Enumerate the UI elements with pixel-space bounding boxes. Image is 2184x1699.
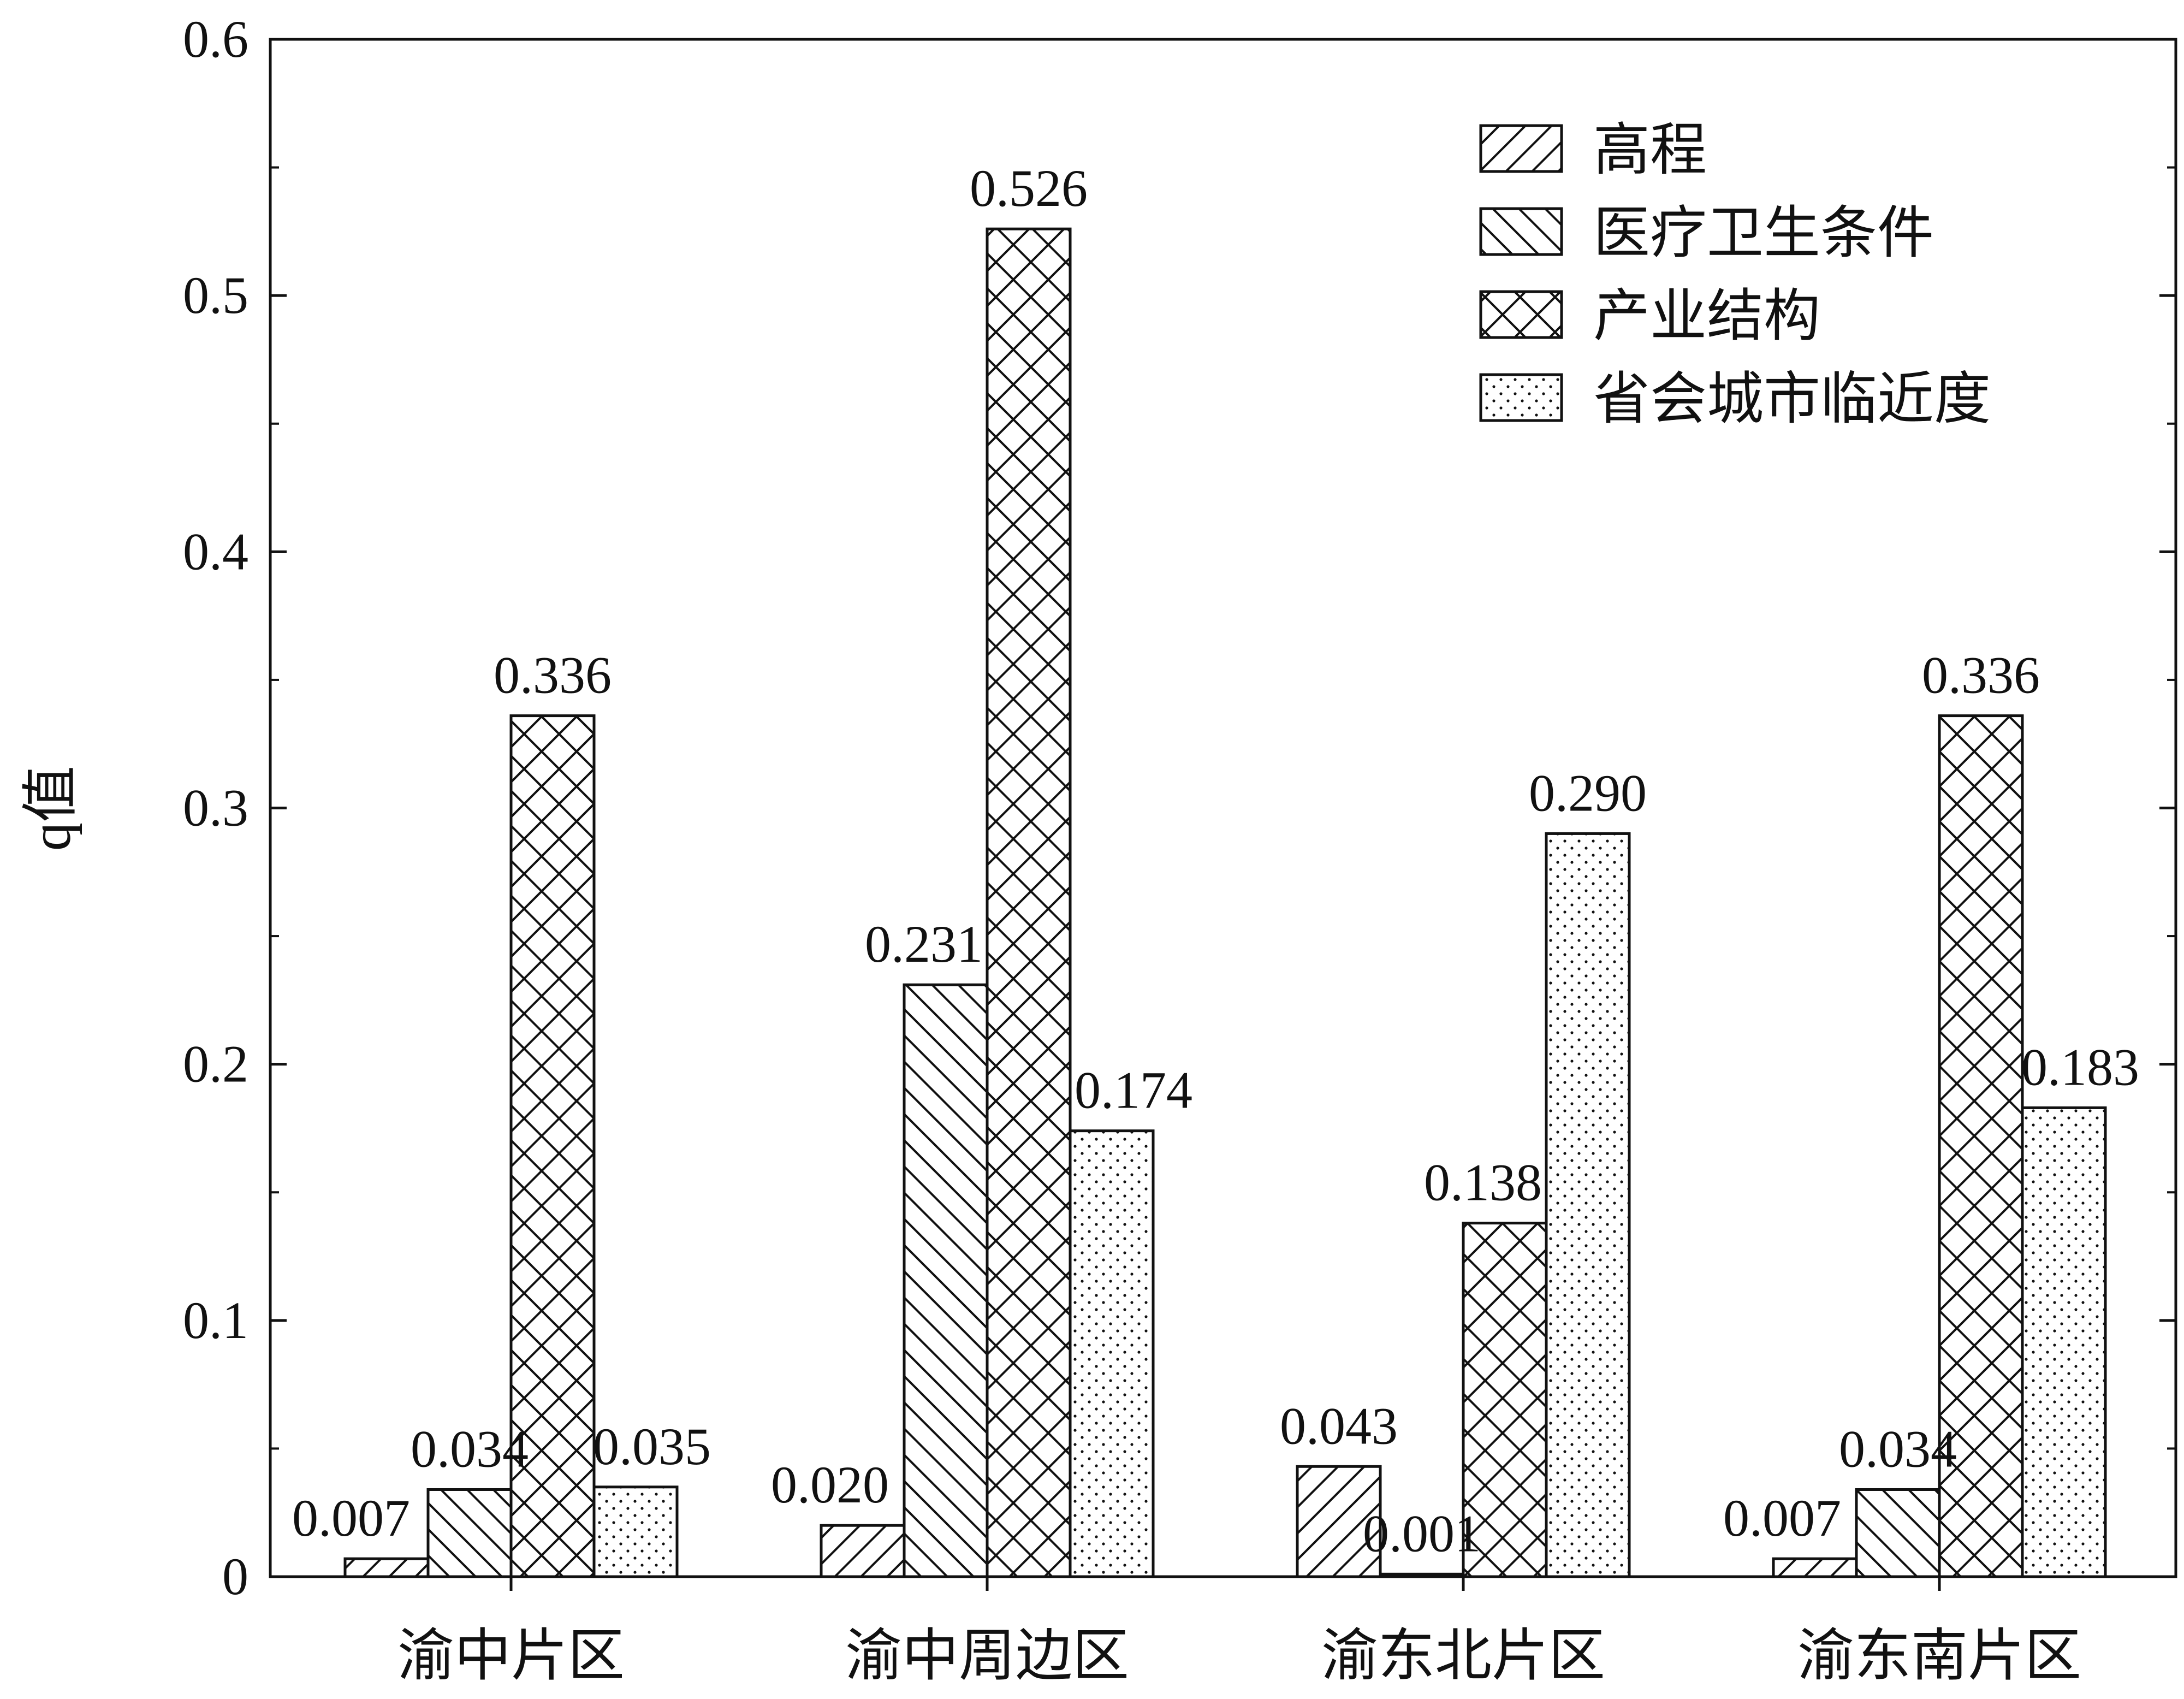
- data-label: 0.231: [865, 915, 983, 973]
- data-label: 0.035: [593, 1417, 711, 1476]
- data-label: 0.336: [494, 646, 612, 705]
- bar: [592, 1485, 679, 1578]
- y-tick-label: 0: [222, 1547, 248, 1606]
- x-category-label: 渝中周边区: [845, 1625, 1129, 1688]
- legend-swatch: [1479, 290, 1563, 339]
- x-category-label: 渝中片区: [397, 1625, 625, 1688]
- legend-label: 产业结构: [1593, 285, 1820, 348]
- data-label: 0.034: [411, 1419, 529, 1478]
- bar: [1772, 1557, 1858, 1578]
- y-tick-label: 0.1: [183, 1291, 248, 1349]
- bar: [509, 714, 596, 1578]
- bar: [1296, 1465, 1382, 1578]
- bar: [1462, 1222, 1548, 1578]
- y-tick-label: 0.4: [183, 522, 248, 581]
- bar: [1545, 832, 1631, 1578]
- legend-swatch: [1479, 373, 1563, 422]
- data-label: 0.001: [1363, 1504, 1481, 1562]
- y-tick-label: 0.6: [183, 10, 248, 68]
- data-label: 0.526: [970, 159, 1088, 217]
- bar: [1379, 1572, 1465, 1578]
- bar: [986, 227, 1072, 1578]
- bar: [903, 983, 989, 1578]
- legend-label: 省会城市临近度: [1593, 368, 1991, 431]
- x-axis: 渝中片区 渝中周边区 渝东北片区 渝东南片区: [397, 1577, 2081, 1688]
- value-labels: 0.0070.0200.0430.0070.0340.2310.0010.034…: [292, 159, 2139, 1562]
- y-tick-label: 0.5: [183, 266, 248, 324]
- y-tick-label: 0.3: [183, 779, 248, 837]
- y-axis: 0 0.1 0.2 0.3 0.4 0.5 0.6: [183, 10, 2176, 1606]
- bar: [343, 1557, 430, 1578]
- bar: [820, 1524, 906, 1578]
- bar: [2021, 1106, 2107, 1578]
- bars: [343, 227, 2107, 1578]
- data-label: 0.034: [1839, 1419, 1957, 1478]
- data-label: 0.290: [1529, 763, 1647, 822]
- x-category-label: 渝东北片区: [1321, 1625, 1605, 1688]
- data-label: 0.007: [292, 1489, 410, 1547]
- legend-swatch: [1479, 124, 1563, 173]
- data-label: 0.043: [1280, 1396, 1398, 1455]
- y-axis-title: q值: [20, 766, 82, 851]
- x-category-label: 渝东南片区: [1797, 1625, 2081, 1688]
- bar: [1069, 1129, 1155, 1578]
- data-label: 0.336: [1922, 646, 2040, 705]
- data-label: 0.020: [771, 1455, 889, 1514]
- data-label: 0.007: [1723, 1489, 1841, 1547]
- bar: [426, 1488, 513, 1578]
- y-tick-label: 0.2: [183, 1035, 248, 1093]
- legend-label: 高程: [1593, 119, 1707, 182]
- legend-label: 医疗卫生条件: [1593, 202, 1934, 265]
- data-label: 0.174: [1075, 1061, 1192, 1120]
- legend-swatch: [1479, 207, 1563, 256]
- bar: [1855, 1488, 1941, 1578]
- data-label: 0.138: [1424, 1153, 1542, 1212]
- data-label: 0.183: [2021, 1038, 2139, 1096]
